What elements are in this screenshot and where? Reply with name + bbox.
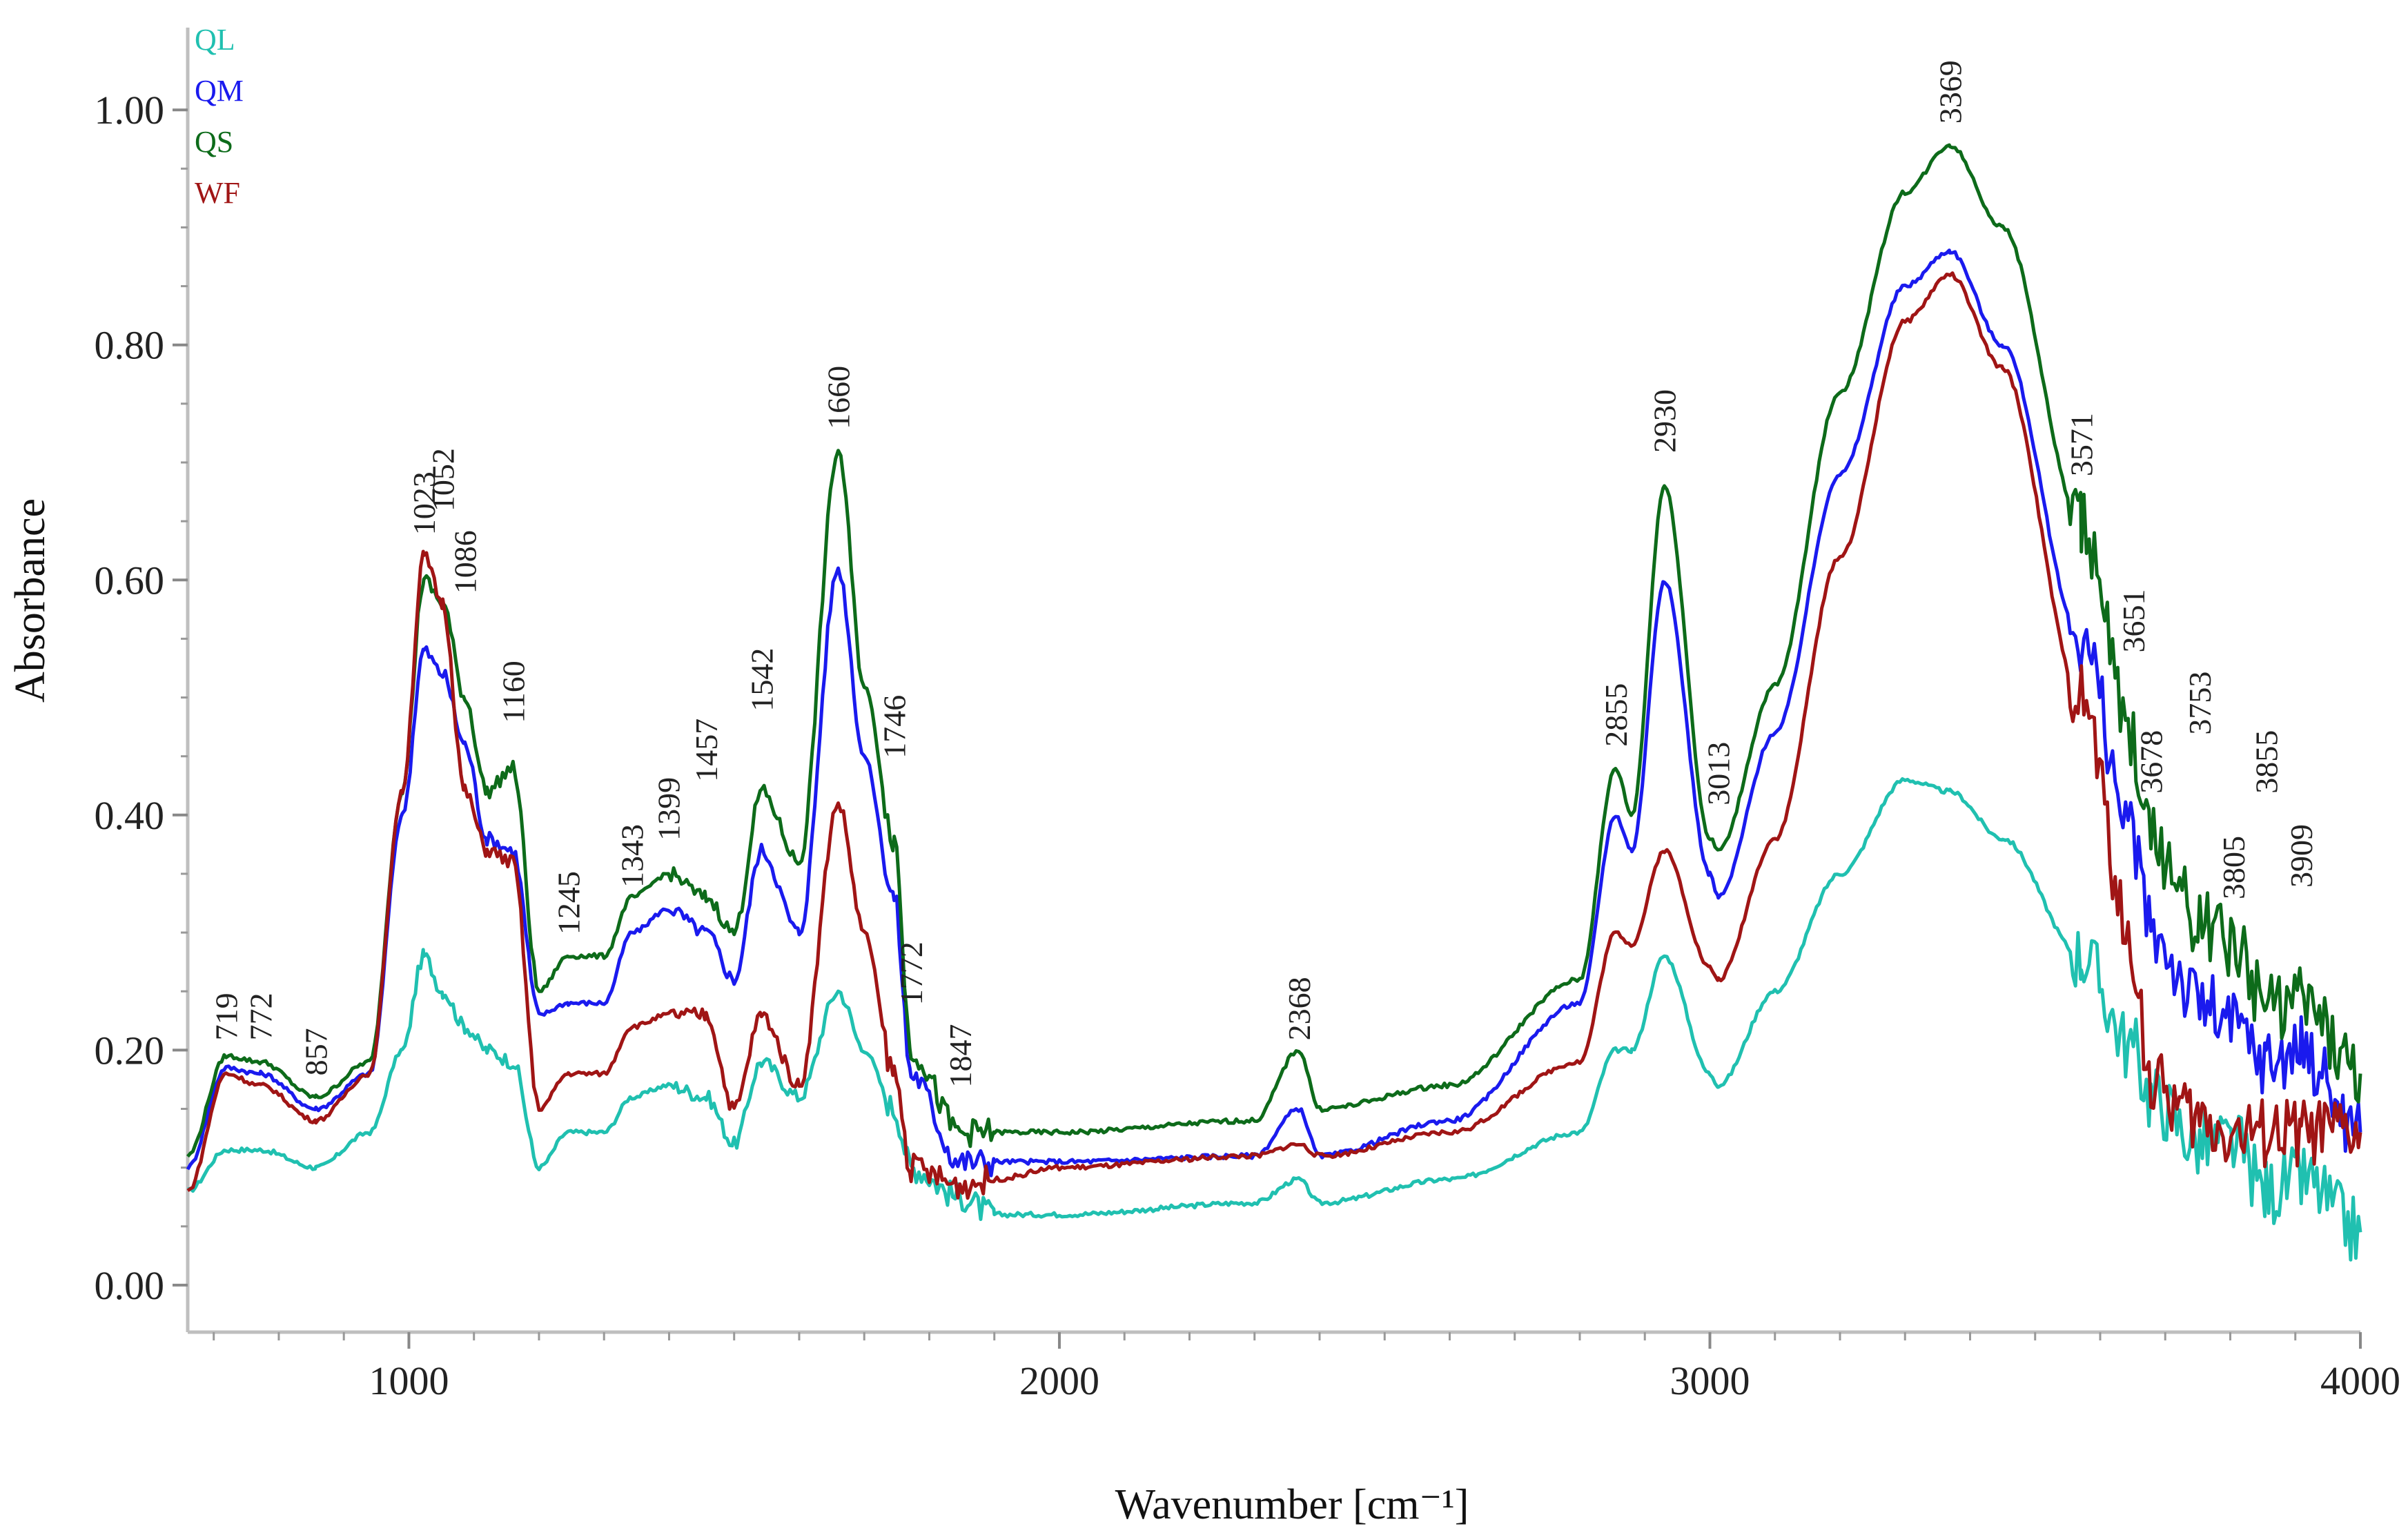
legend-entry-ql: QL: [195, 23, 235, 57]
x-tick-label: 1000: [369, 1358, 449, 1403]
peak-label: 1399: [652, 777, 687, 841]
peak-label: 1086: [448, 530, 483, 594]
y-tick-label: 0.00: [95, 1263, 165, 1308]
peak-label: 1847: [943, 1024, 978, 1088]
peak-label: 857: [299, 1028, 334, 1075]
peak-label: 1160: [496, 661, 531, 723]
peak-label: 1052: [426, 448, 461, 511]
legend-entry-qm: QM: [195, 74, 244, 108]
peak-label: 1746: [877, 695, 912, 759]
peak-label: 3753: [2182, 672, 2218, 735]
series-layer: [186, 143, 2362, 1262]
legend-entry-qs: QS: [195, 125, 233, 159]
peak-label: 2930: [1647, 389, 1683, 453]
peak-label: 1343: [615, 824, 650, 888]
y-axis-title: Absorbance: [7, 498, 54, 703]
peak-label: 719: [209, 993, 244, 1040]
peak-label: 3855: [2249, 730, 2284, 794]
peak-label: 1023: [407, 471, 442, 535]
peak-label: 3909: [2284, 824, 2319, 888]
series-line-wf: [186, 271, 2362, 1200]
peak-label: 2368: [1282, 977, 1317, 1040]
peak-label: 3013: [1701, 742, 1736, 805]
peak-label: 3651: [2116, 589, 2151, 653]
peak-label: 3805: [2216, 836, 2251, 899]
x-tick-label: 3000: [1670, 1358, 1750, 1403]
series-line-qs: [186, 143, 2362, 1158]
legend-entry-wf: WF: [195, 176, 240, 210]
x-tick-label: 2000: [1019, 1358, 1099, 1403]
y-tick-label: 0.80: [95, 323, 165, 368]
x-tick-label: 4000: [2320, 1358, 2400, 1403]
peak-label: 1457: [689, 719, 724, 782]
y-tick-label: 0.20: [95, 1028, 165, 1073]
y-tick-label: 0.40: [95, 793, 165, 838]
x-axis-title: Wavenumber [cm⁻¹]: [1115, 1481, 1469, 1528]
legend: QL QM QS WF: [195, 23, 244, 210]
peak-label: 1772: [894, 941, 929, 1005]
peak-label: 1542: [744, 648, 779, 712]
peak-label: 3571: [2064, 413, 2099, 476]
y-tick-label: 1.00: [95, 88, 165, 133]
peak-label: 3678: [2134, 730, 2169, 794]
peak-label: 3369: [1932, 60, 1968, 124]
y-tick-label: 0.60: [95, 558, 165, 603]
peak-label: 1245: [551, 871, 586, 935]
series-line-ql: [187, 777, 2362, 1262]
peak-label: 1660: [821, 366, 856, 429]
series-line-qm: [186, 248, 2362, 1178]
peak-label: 2855: [1598, 683, 1634, 747]
axes: 0.00 0.20 0.40 0.60 0.80 1.00 1000 2000 3000 4000: [95, 28, 2400, 1403]
peak-label: 772: [244, 993, 279, 1040]
